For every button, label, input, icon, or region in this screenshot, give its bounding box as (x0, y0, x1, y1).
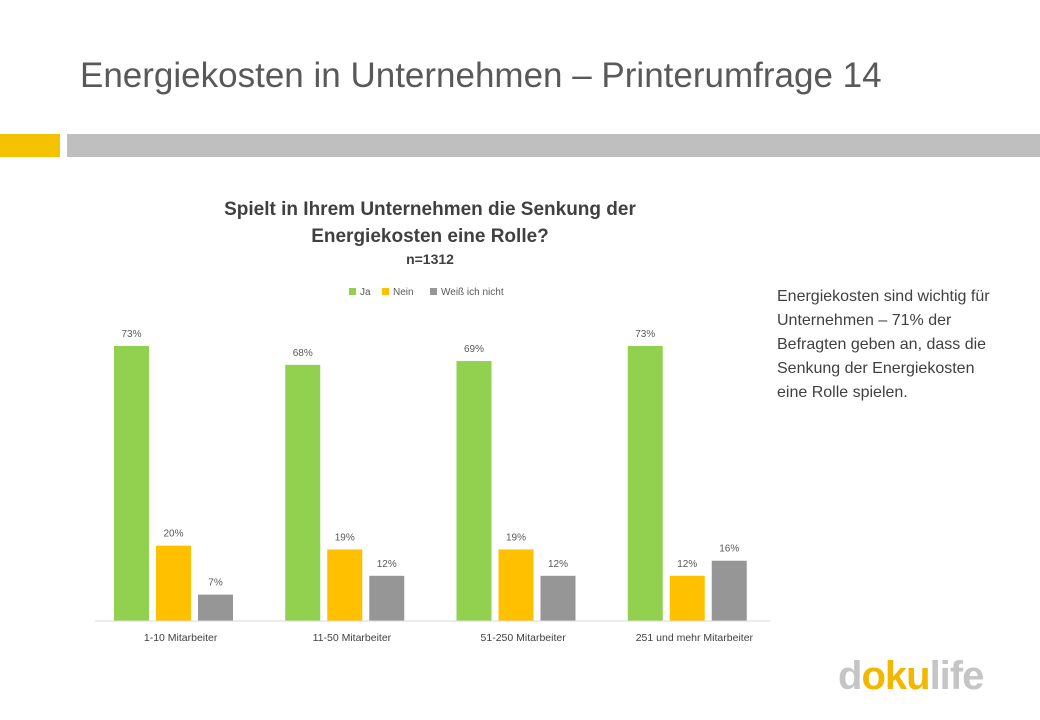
chart-value-labels: 73% 20% 7% 68% 19% 12% 69% 19% 12% 73% 12% 16% (121, 329, 739, 589)
chart-title-line-1: Spielt in Ihrem Unternehmen die Senkung … (224, 199, 636, 220)
data-label-4-3: 16% (719, 544, 739, 555)
accent-bar-gray (67, 134, 1040, 157)
data-label-3-1: 69% (464, 344, 484, 355)
data-label-1-2: 20% (163, 529, 183, 540)
data-label-4-2: 12% (677, 559, 697, 570)
chart-bars (114, 346, 747, 621)
data-label-2-1: 68% (293, 348, 313, 359)
legend-label-3: Weiß ich nicht (441, 287, 504, 298)
legend-label-2: Nein (393, 287, 414, 298)
dokulife-logo: dokulife (838, 654, 984, 698)
bar-3-3 (540, 575, 576, 621)
bar-2-2 (327, 549, 363, 621)
data-label-3-3: 12% (548, 559, 568, 570)
x-tick-label-4: 251 und mehr Mitarbeiter (636, 632, 754, 644)
x-tick-label-1: 1-10 Mitarbeiter (144, 632, 218, 644)
chart-legend: Ja Nein Weiß ich nicht (349, 287, 504, 298)
bar-2-1 (285, 364, 321, 621)
bar-1-3 (198, 594, 233, 621)
data-label-4-1: 73% (635, 329, 655, 340)
bar-1-1 (114, 346, 149, 621)
bar-4-2 (669, 575, 705, 621)
bar-1-2 (156, 545, 191, 621)
data-label-2-3: 12% (377, 559, 397, 570)
legend-swatch-2 (382, 288, 389, 295)
side-note: Energiekosten sind wichtig für Unternehm… (777, 288, 990, 401)
bar-3-2 (498, 549, 534, 621)
data-label-2-2: 19% (335, 532, 355, 543)
data-label-3-2: 19% (506, 532, 526, 543)
x-tick-label-2: 11-50 Mitarbeiter (313, 632, 392, 644)
x-tick-label-3: 51-250 Mitarbeiter (481, 632, 567, 644)
chart-title-line-2: Energiekosten eine Rolle? (311, 226, 549, 247)
slide-title: Energiekosten in Unternehmen – Printerum… (80, 56, 882, 95)
data-label-1-1: 73% (121, 329, 141, 340)
bar-4-3 (711, 560, 747, 621)
bar-3-1 (456, 361, 492, 621)
legend-label-1: Ja (360, 287, 371, 298)
accent-bar-yellow (0, 134, 60, 157)
data-label-1-3: 7% (208, 578, 223, 589)
bar-4-1 (627, 346, 663, 621)
chart-subtitle: n=1312 (406, 251, 454, 267)
legend-swatch-1 (349, 288, 356, 295)
bar-2-3 (369, 575, 405, 621)
legend-swatch-3 (430, 288, 437, 295)
x-axis-tick-labels: 1-10 Mitarbeiter 11-50 Mitarbeiter 51-250 … (144, 632, 754, 644)
